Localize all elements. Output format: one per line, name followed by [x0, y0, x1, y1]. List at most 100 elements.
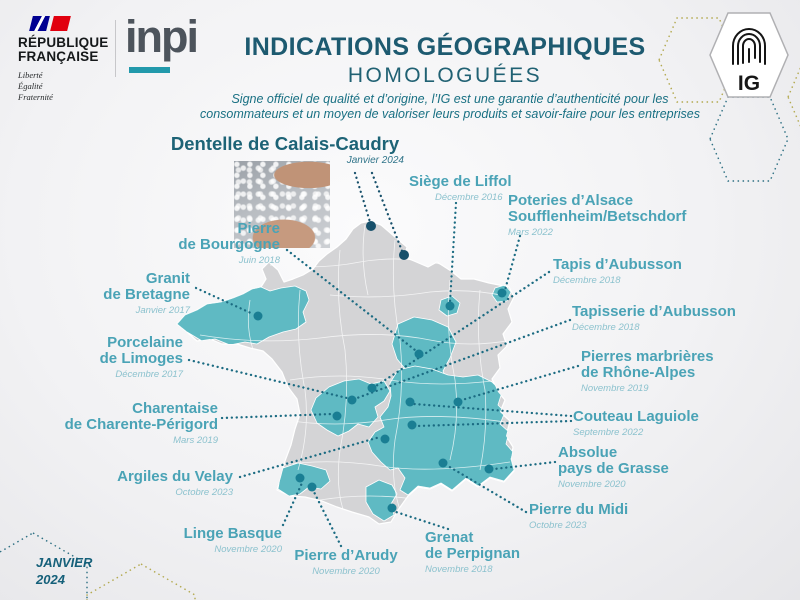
- label-name: Absolue: [558, 444, 618, 461]
- label-name: Pierre du Midi: [529, 501, 629, 518]
- label-linge-basque: Linge Basque Novembre 2020: [158, 526, 282, 555]
- marker-midi: [438, 458, 448, 468]
- leader-couteau-2: [415, 419, 573, 428]
- label-name: Grenat: [425, 529, 474, 546]
- marker-liffol: [445, 301, 455, 311]
- label-name-line2: de Charente-Périgord: [64, 415, 218, 433]
- inpi-logo-underline: [129, 67, 170, 73]
- label-date: Septembre 2022: [573, 426, 644, 438]
- leader-tapis: [374, 270, 551, 388]
- label-date: Juin 2018: [238, 254, 280, 266]
- label-date: Octobre 2023: [529, 519, 587, 531]
- label-name: Pierres marbrières: [581, 348, 714, 365]
- label-poteries-d-alsace: Poteries d’Alsace Soufflenheim/Betschdorf…: [508, 193, 708, 238]
- marker-bourgogne: [414, 349, 424, 359]
- label-absolue-pays-de-grasse: Absolue pays de Grasse Novembre 2020: [558, 445, 698, 490]
- label-date: Octobre 2023: [175, 486, 233, 498]
- label-pierres-marbrieres: Pierres marbrières de Rhône-Alpes Novembr…: [581, 349, 746, 394]
- label-argiles-du-velay: Argiles du Velay Octobre 2023: [93, 469, 233, 498]
- publication-date: JANVIER 2024: [36, 555, 92, 589]
- label-name: Poteries d’Alsace: [508, 192, 634, 209]
- gov-motto: Liberté Égalité Fraternité: [18, 70, 110, 103]
- label-porcelaine-de-limoges: Porcelaine de Limoges Décembre 2017: [71, 335, 183, 380]
- label-name: Granit: [145, 270, 190, 287]
- label-dentelle-de-calais-caudry: Dentelle de Calais-Caudry Janvier 2024: [162, 134, 408, 167]
- leader-poteries: [503, 234, 522, 292]
- subtitle-line1: Signe officiel de qualité et d’origine, …: [231, 92, 669, 106]
- motto-liberte: Liberté: [18, 69, 43, 80]
- marker-grenat: [387, 503, 397, 513]
- label-name-line2: de Rhône-Alpes: [581, 363, 696, 381]
- map-markers: [253, 221, 507, 513]
- label-date: Janvier 2024: [346, 155, 404, 167]
- leader-lines: [187, 171, 580, 548]
- subtitle-line2: consommateurs et un moyen de valoriser l…: [200, 106, 700, 121]
- publication-month: JANVIER: [36, 555, 93, 570]
- leader-granit: [194, 286, 255, 316]
- label-name-line2: de Limoges: [99, 349, 183, 367]
- hex-dotted-olive-right: [787, 67, 800, 127]
- leader-argiles: [238, 435, 382, 479]
- label-date: Décembre 2018: [572, 321, 640, 333]
- motto-egalite: Égalité: [18, 80, 43, 91]
- marker-tapis: [367, 383, 377, 393]
- leader-dentelle-2: [370, 171, 404, 253]
- inpi-logo-text: inpi: [125, 11, 199, 62]
- marker-absolue: [484, 464, 494, 474]
- label-pierre-du-midi: Pierre du Midi Octobre 2023: [529, 502, 659, 531]
- leader-charentaise: [220, 412, 334, 420]
- label-name: Linge Basque: [183, 525, 282, 542]
- leader-marbrieres: [460, 364, 580, 402]
- title-line2: HOMOLOGUÉES: [347, 64, 543, 87]
- label-charentaise: Charentaise de Charente-Périgord Mars 201…: [48, 401, 218, 446]
- label-name: Pierre: [237, 220, 280, 237]
- logo-divider: [115, 20, 116, 77]
- marker-couteau: [407, 420, 417, 430]
- label-name: Tapisserie d’Aubusson: [572, 303, 736, 320]
- label-date: Novembre 2018: [425, 563, 493, 575]
- label-date: Novembre 2019: [581, 382, 649, 394]
- label-date: Janvier 2017: [135, 304, 190, 316]
- label-name: Tapis d’Aubusson: [553, 256, 682, 273]
- leader-dentelle-1: [353, 171, 372, 224]
- label-date: Mars 2019: [173, 434, 218, 446]
- label-granit-de-bretagne: Granit de Bretagne Janvier 2017: [78, 271, 190, 316]
- page-title: INDICATIONS GÉOGRAPHIQUES HOMOLOGUÉES: [210, 33, 680, 88]
- label-name-line2: pays de Grasse: [558, 459, 669, 477]
- motto-fraternite: Fraternité: [18, 91, 53, 102]
- label-date: Novembre 2020: [312, 565, 380, 577]
- fingerprint-icon: [732, 28, 766, 65]
- label-name: Siège de Liffol: [409, 173, 512, 190]
- label-date: Novembre 2020: [558, 478, 626, 490]
- publication-year: 2024: [36, 571, 65, 587]
- hex-decor-bottom-left: [0, 532, 196, 600]
- label-name: Pierre d’Arudy: [294, 547, 398, 564]
- marker-dentelle-2: [399, 250, 409, 260]
- french-flag-icon: [29, 16, 110, 31]
- label-pierre-de-bourgogne: Pierre de Bourgogne Juin 2018: [166, 221, 280, 266]
- marker-linge: [295, 473, 305, 483]
- label-name: Charentaise: [132, 400, 218, 417]
- label-date: Décembre 2016: [435, 191, 503, 203]
- marker-dentelle-1: [366, 221, 376, 231]
- leader-grenat: [394, 510, 450, 531]
- marker-marbrieres-est: [453, 397, 463, 407]
- marker-argiles: [380, 434, 390, 444]
- gov-name-line1: RÉPUBLIQUE: [18, 35, 109, 50]
- marker-granit: [253, 311, 263, 321]
- label-name: Argiles du Velay: [117, 468, 233, 485]
- inpi-logo: inpi: [125, 11, 199, 73]
- marker-arudy: [307, 482, 317, 492]
- label-siege-de-liffol: Siège de Liffol Décembre 2016: [409, 174, 569, 203]
- label-name-line2: de Bourgogne: [178, 235, 280, 253]
- leader-absolue: [492, 460, 557, 471]
- label-date: Décembre 2017: [115, 368, 183, 380]
- gov-name-line2: FRANÇAISE: [18, 49, 99, 65]
- hex-dotted-olive-bl: [86, 563, 196, 600]
- title-line1: INDICATIONS GÉOGRAPHIQUES: [244, 33, 646, 61]
- label-name-line2: Soufflenheim/Betschdorf: [508, 207, 687, 225]
- hex-decor-top-right: IG: [658, 12, 800, 182]
- marker-tapisserie: [347, 395, 357, 405]
